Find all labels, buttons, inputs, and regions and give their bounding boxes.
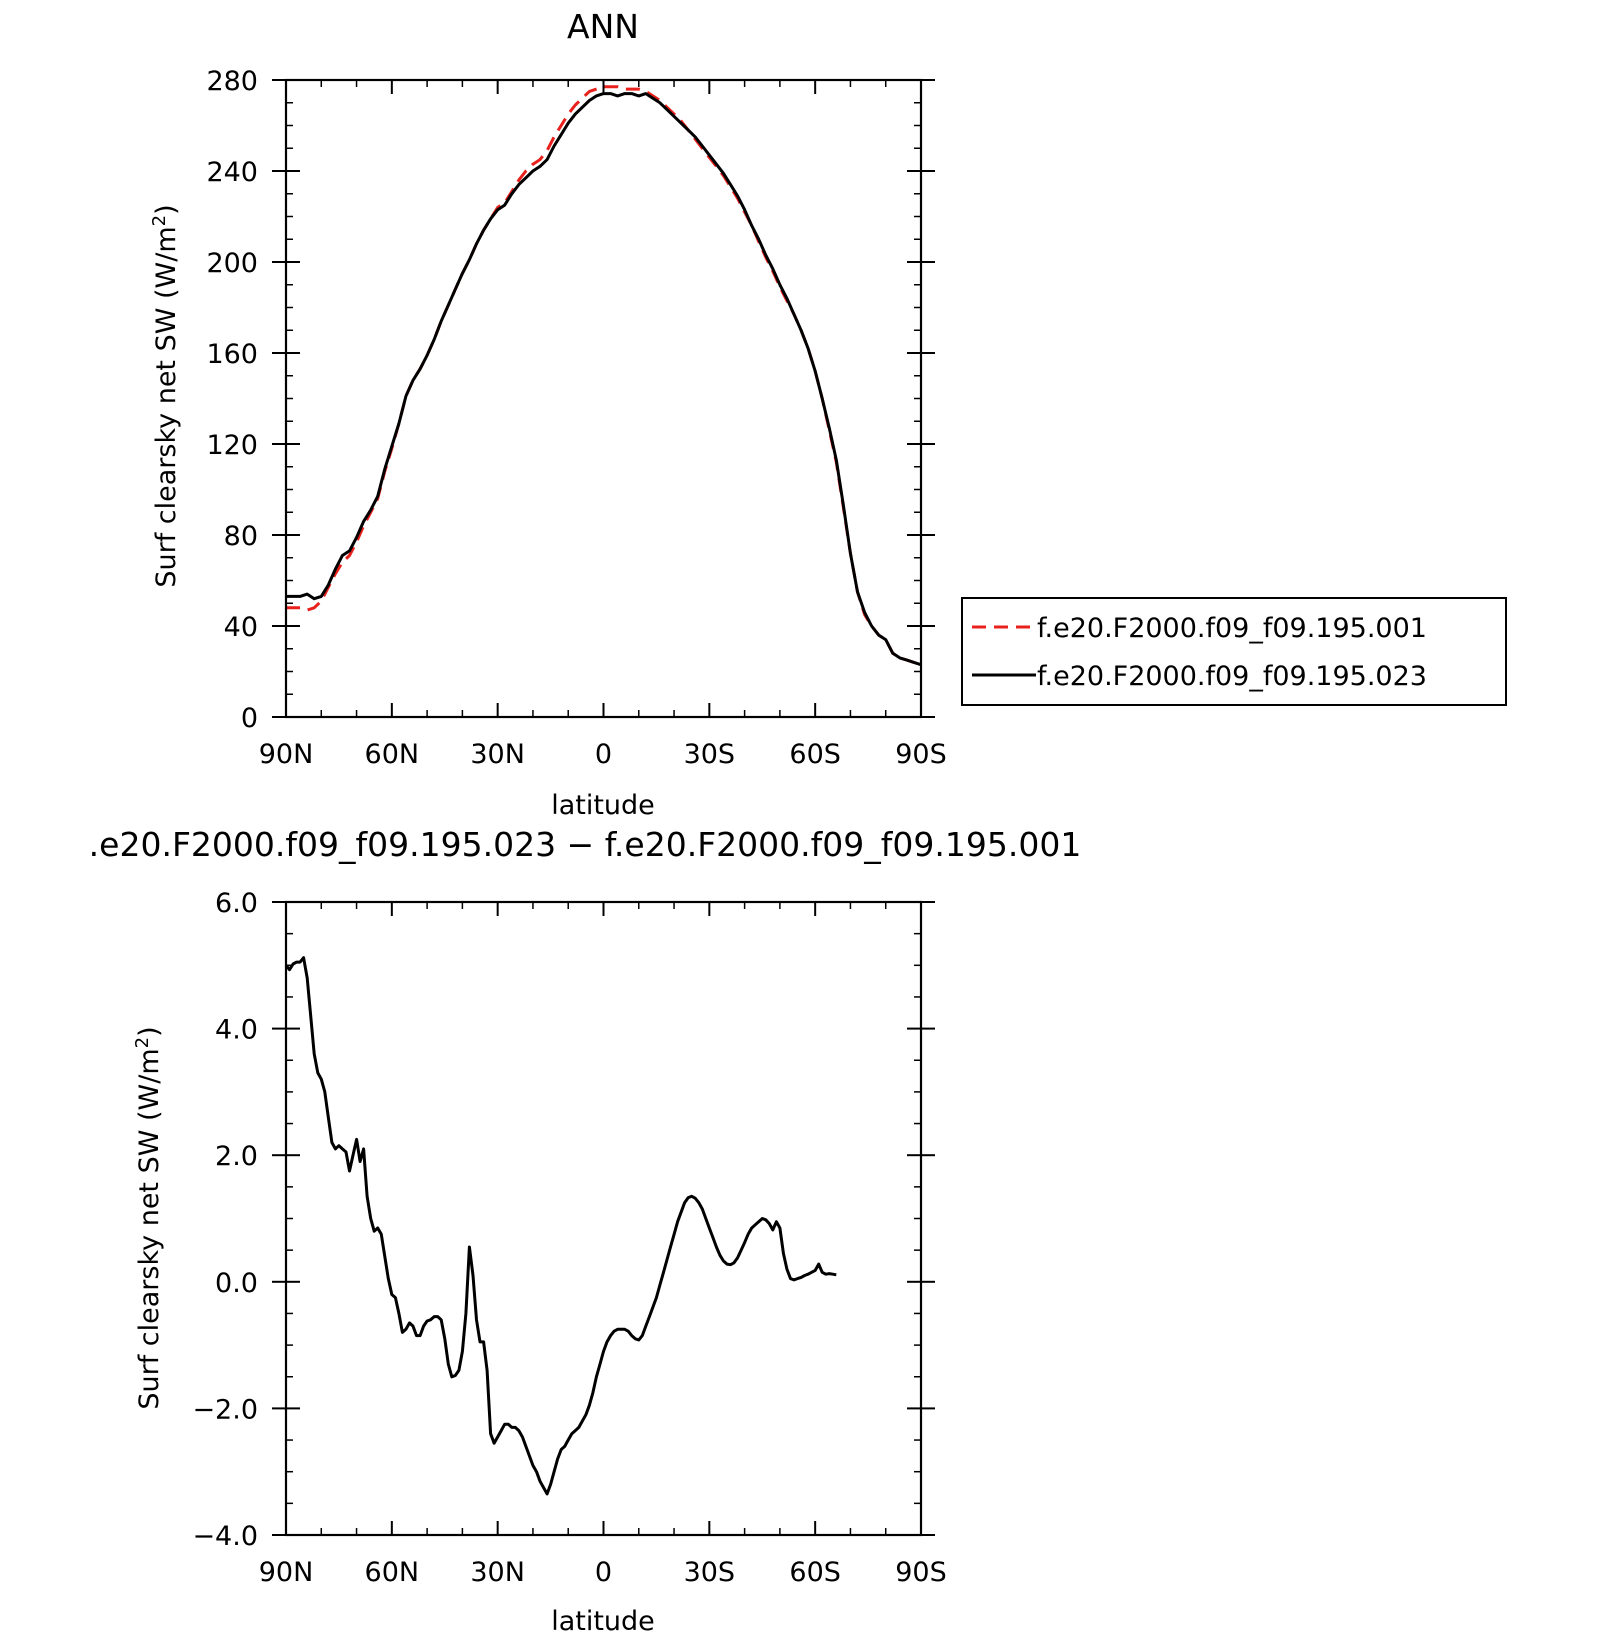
bottom-x-tick-label: 60S — [789, 1557, 841, 1588]
bottom-y-tick-label: 4.0 — [215, 1015, 258, 1046]
bottom-y-axis-title-end: ) — [134, 1026, 165, 1037]
legend: f.e20.F2000.f09_f09.195.001 f.e20.F2000.… — [961, 597, 1507, 706]
bottom-y-tick-label: 0.0 — [215, 1268, 258, 1299]
bottom-series-line-1 — [284, 956, 837, 1496]
svg-text:Surf clearsky net SW (W/m2): Surf clearsky net SW (W/m2) — [132, 1026, 165, 1409]
legend-label-series-2: f.e20.F2000.f09_f09.195.023 — [1037, 661, 1427, 692]
bottom-x-tick-label: 90S — [895, 1557, 947, 1588]
top-x-tick-label: 90N — [259, 739, 314, 770]
top-x-tick-label: 90S — [895, 739, 947, 770]
bottom-y-tick-label: 6.0 — [215, 888, 258, 919]
top-x-tick-label: 30S — [684, 739, 736, 770]
top-series-line-2 — [286, 92, 922, 667]
top-y-axis-title: Surf clearsky net SW (W/m2) — [149, 204, 182, 587]
bottom-x-axis-title: latitude — [551, 1606, 655, 1635]
bottom-y-axis-title-sup: 2 — [132, 1037, 153, 1048]
bottom-plot-frame — [284, 900, 923, 1537]
bottom-x-tick-label: 60N — [365, 1557, 420, 1588]
top-x-tick-label: 60S — [789, 739, 841, 770]
top-y-tick-label: 280 — [206, 66, 258, 97]
bottom-x-tick-label: 0 — [595, 1557, 612, 1588]
bottom-y-axis-title: Surf clearsky net SW (W/m2) — [132, 1026, 165, 1409]
top-y-tick-label: 40 — [224, 612, 258, 643]
bottom-panel: .e20.F2000.f09_f09.195.023 − f.e20.F2000… — [89, 825, 1082, 1635]
bottom-y-tick-label: −4.0 — [192, 1521, 258, 1552]
top-y-tick-label: 80 — [224, 521, 258, 552]
top-y-tick-label: 160 — [206, 339, 258, 370]
top-y-tick-label: 0 — [241, 703, 258, 734]
top-panel: ANN Surf clearsky net SW (W/m2) latitude… — [149, 7, 1507, 821]
bottom-plot-title: .e20.F2000.f09_f09.195.023 − f.e20.F2000… — [89, 825, 1082, 864]
top-y-axis-title-main: Surf clearsky net SW (W/m — [151, 226, 182, 587]
top-x-axis-title: latitude — [551, 790, 655, 821]
top-y-tick-label: 120 — [206, 430, 258, 461]
bottom-y-tick-label: 2.0 — [215, 1141, 258, 1172]
top-plot-title: ANN — [567, 7, 639, 46]
top-y-axis-title-sup: 2 — [149, 215, 170, 226]
top-y-tick-label: 240 — [206, 157, 258, 188]
top-series-line-1 — [286, 85, 922, 667]
top-y-axis-title-end: ) — [151, 204, 182, 215]
legend-box — [961, 597, 1507, 706]
top-x-tick-label: 60N — [365, 739, 420, 770]
bottom-x-tick-label: 30S — [684, 1557, 736, 1588]
bottom-y-axis-title-main: Surf clearsky net SW (W/m — [134, 1048, 165, 1409]
top-plot-frame — [284, 78, 923, 719]
svg-text:Surf clearsky net SW (W/m2): Surf clearsky net SW (W/m2) — [149, 204, 182, 587]
bottom-x-tick-label: 90N — [259, 1557, 314, 1588]
top-y-tick-label: 200 — [206, 248, 258, 279]
bottom-x-tick-label: 30N — [470, 1557, 525, 1588]
bottom-y-tick-label: −2.0 — [192, 1394, 258, 1425]
top-x-tick-label: 30N — [470, 739, 525, 770]
legend-label-series-1: f.e20.F2000.f09_f09.195.001 — [1037, 613, 1427, 644]
top-x-tick-label: 0 — [595, 739, 612, 770]
